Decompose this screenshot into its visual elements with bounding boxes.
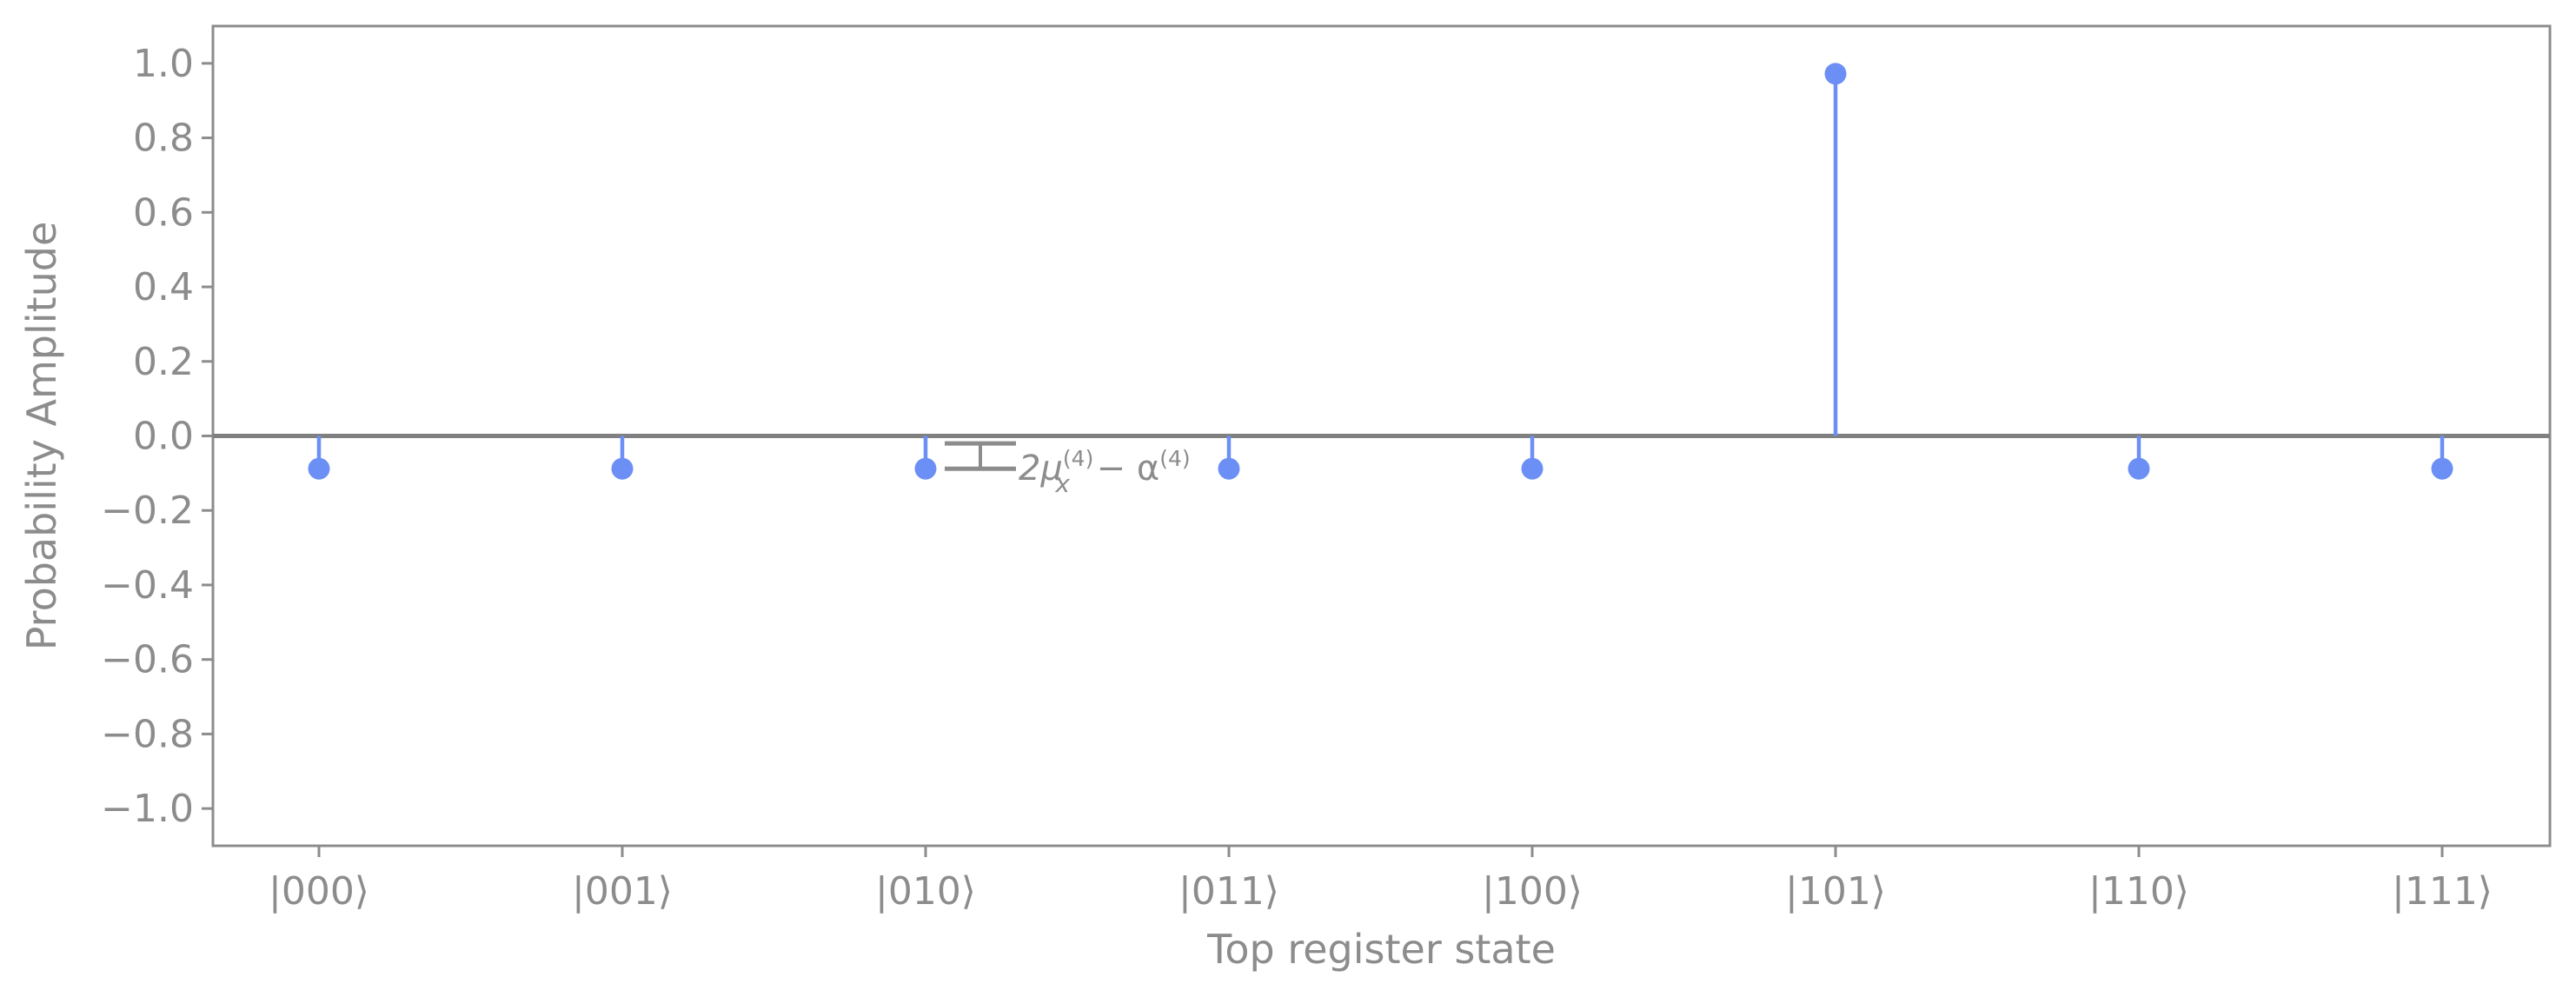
annotation-sup-mu: (4) bbox=[1063, 446, 1093, 471]
x-axis-label: Top register state bbox=[1206, 926, 1556, 973]
stem-marker bbox=[611, 457, 634, 480]
annotation-sub-x: x bbox=[1054, 469, 1070, 498]
x-tick-label: |110⟩ bbox=[2088, 869, 2189, 914]
y-tick-label: −0.4 bbox=[101, 563, 194, 608]
x-tick-label: |001⟩ bbox=[572, 869, 673, 914]
annotation-label: 2μ(4) x − α(4) bbox=[1019, 446, 1191, 498]
x-tick-label: |011⟩ bbox=[1178, 869, 1279, 914]
stem-marker bbox=[1218, 457, 1240, 480]
y-axis-label: Probability Amplitude bbox=[18, 222, 65, 651]
annotation-minus-alpha: − α bbox=[1086, 449, 1159, 489]
stem-marker bbox=[2128, 457, 2150, 480]
annotation-sup-alpha: (4) bbox=[1159, 446, 1190, 471]
y-tick-label: 0.6 bbox=[133, 190, 194, 235]
stem-marker bbox=[1521, 457, 1544, 480]
y-tick-label: 0.4 bbox=[133, 265, 194, 309]
y-axis-ticks: 1.0 0.8 0.6 0.4 0.2 0.0 −0.2 −0.4 −0.6 −0.8 −1.0 bbox=[101, 42, 213, 831]
x-tick-label: |100⟩ bbox=[1482, 869, 1583, 914]
y-tick-label: 0.8 bbox=[133, 116, 194, 161]
y-tick-label: 0.0 bbox=[133, 415, 194, 459]
y-tick-label: −0.8 bbox=[101, 712, 194, 756]
stem-marker bbox=[2431, 457, 2453, 480]
stem-marker bbox=[1824, 63, 1847, 85]
stem-marker bbox=[308, 457, 330, 480]
y-tick-label: −0.2 bbox=[101, 489, 194, 533]
y-tick-label: −1.0 bbox=[101, 787, 194, 831]
x-tick-label: |101⟩ bbox=[1785, 869, 1886, 914]
y-tick-label: 0.2 bbox=[133, 340, 194, 384]
amplitude-gap-annotation: 2μ(4) x − α(4) bbox=[945, 441, 1191, 498]
x-axis-ticks: |000⟩ |001⟩ |010⟩ |011⟩ |100⟩ |101⟩ |110⟩ |111⟩ bbox=[269, 846, 2493, 914]
stem-marker bbox=[914, 457, 937, 480]
annotation-mu: 2μ bbox=[1019, 449, 1063, 489]
x-tick-label: |111⟩ bbox=[2392, 869, 2493, 914]
stem-series bbox=[308, 63, 2453, 480]
x-tick-label: |000⟩ bbox=[269, 869, 369, 914]
y-tick-label: −0.6 bbox=[101, 638, 194, 682]
y-tick-label: 1.0 bbox=[133, 42, 194, 86]
x-tick-label: |010⟩ bbox=[875, 869, 976, 914]
